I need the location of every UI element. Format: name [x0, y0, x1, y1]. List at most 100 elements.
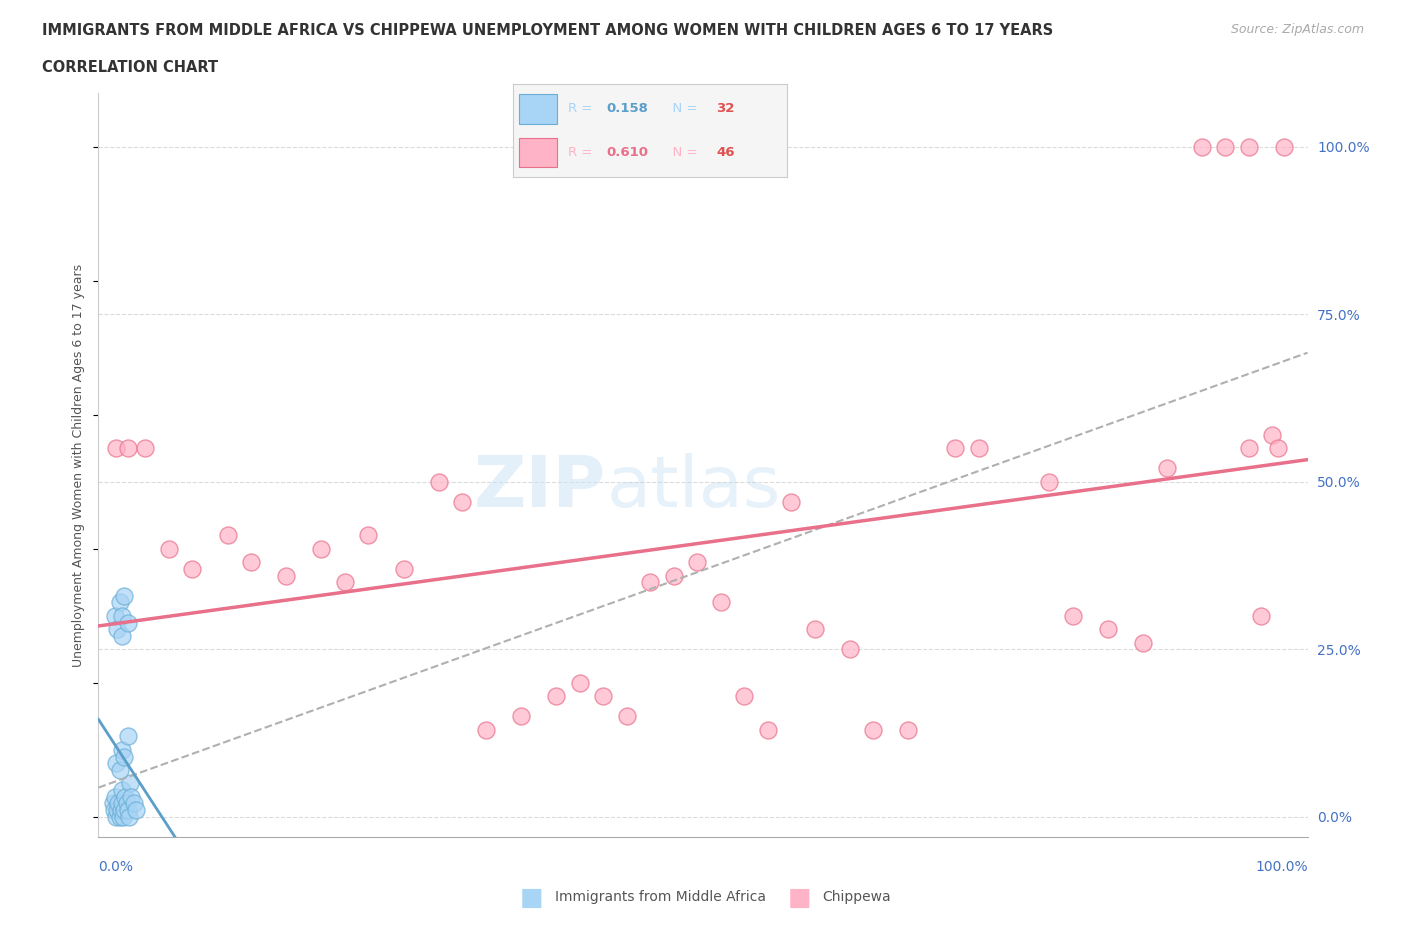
- Point: [134, 441, 156, 456]
- Point: [510, 709, 533, 724]
- Point: [475, 723, 498, 737]
- Point: [451, 495, 474, 510]
- Point: [967, 441, 990, 456]
- Point: [662, 568, 685, 583]
- Point: [105, 803, 128, 817]
- Point: [1261, 428, 1284, 443]
- Text: ZIP: ZIP: [474, 453, 606, 522]
- Point: [114, 790, 136, 804]
- Text: ■: ■: [520, 885, 544, 910]
- Text: ■: ■: [787, 885, 811, 910]
- Text: R =: R =: [568, 102, 596, 115]
- Point: [1097, 622, 1119, 637]
- Point: [105, 441, 128, 456]
- Point: [733, 689, 755, 704]
- Point: [108, 809, 131, 824]
- Point: [1191, 140, 1213, 154]
- Point: [1062, 608, 1084, 623]
- Text: 32: 32: [716, 102, 734, 115]
- Point: [1237, 140, 1260, 154]
- Point: [1038, 474, 1060, 489]
- Point: [276, 568, 298, 583]
- Point: [217, 528, 239, 543]
- Point: [616, 709, 638, 724]
- Text: CORRELATION CHART: CORRELATION CHART: [42, 60, 218, 75]
- Point: [427, 474, 450, 489]
- Text: Chippewa: Chippewa: [823, 890, 891, 905]
- Point: [117, 615, 139, 630]
- Point: [1132, 635, 1154, 650]
- Bar: [519, 94, 557, 124]
- Point: [897, 723, 920, 737]
- Point: [112, 809, 135, 824]
- Point: [392, 562, 415, 577]
- Text: 0.0%: 0.0%: [98, 860, 134, 874]
- Point: [311, 541, 333, 556]
- Point: [110, 803, 132, 817]
- Point: [111, 629, 134, 644]
- Point: [111, 783, 134, 798]
- Point: [117, 729, 139, 744]
- Point: [1156, 461, 1178, 476]
- Text: Source: ZipAtlas.com: Source: ZipAtlas.com: [1230, 23, 1364, 36]
- Point: [104, 608, 127, 623]
- Point: [105, 756, 128, 771]
- Point: [125, 803, 148, 817]
- Point: [122, 796, 145, 811]
- Point: [756, 723, 779, 737]
- Point: [546, 689, 568, 704]
- Point: [1237, 441, 1260, 456]
- Text: N =: N =: [664, 146, 702, 159]
- Point: [1250, 608, 1272, 623]
- Text: 0.610: 0.610: [606, 146, 648, 159]
- Point: [108, 763, 131, 777]
- Point: [115, 796, 138, 811]
- Point: [157, 541, 180, 556]
- Point: [181, 562, 204, 577]
- Point: [357, 528, 380, 543]
- Point: [107, 796, 129, 811]
- Point: [118, 809, 141, 824]
- Point: [101, 796, 124, 811]
- Point: [111, 742, 134, 757]
- Point: [108, 595, 131, 610]
- Point: [103, 803, 125, 817]
- Text: R =: R =: [568, 146, 596, 159]
- Point: [333, 575, 356, 590]
- Point: [111, 796, 134, 811]
- Point: [1272, 140, 1295, 154]
- Point: [112, 750, 135, 764]
- Text: 100.0%: 100.0%: [1256, 860, 1308, 874]
- Point: [120, 776, 142, 790]
- Text: N =: N =: [664, 102, 702, 115]
- Point: [838, 642, 860, 657]
- Text: 0.158: 0.158: [606, 102, 648, 115]
- Bar: [519, 138, 557, 167]
- Point: [568, 675, 591, 690]
- Text: IMMIGRANTS FROM MIDDLE AFRICA VS CHIPPEWA UNEMPLOYMENT AMONG WOMEN WITH CHILDREN: IMMIGRANTS FROM MIDDLE AFRICA VS CHIPPEW…: [42, 23, 1053, 38]
- Point: [120, 790, 142, 804]
- Point: [104, 790, 127, 804]
- Text: Immigrants from Middle Africa: Immigrants from Middle Africa: [555, 890, 766, 905]
- Point: [592, 689, 614, 704]
- Point: [638, 575, 661, 590]
- Point: [117, 441, 139, 456]
- Point: [240, 555, 263, 570]
- Y-axis label: Unemployment Among Women with Children Ages 6 to 17 years: Unemployment Among Women with Children A…: [72, 263, 86, 667]
- Point: [112, 803, 135, 817]
- Point: [710, 595, 733, 610]
- Point: [105, 809, 128, 824]
- Point: [111, 608, 134, 623]
- Point: [803, 622, 825, 637]
- Point: [117, 803, 139, 817]
- Point: [945, 441, 967, 456]
- Point: [780, 495, 803, 510]
- Text: 46: 46: [716, 146, 734, 159]
- Point: [686, 555, 709, 570]
- Text: atlas: atlas: [606, 453, 780, 522]
- Point: [112, 589, 135, 604]
- Point: [1267, 441, 1289, 456]
- Point: [1215, 140, 1237, 154]
- Point: [862, 723, 884, 737]
- Point: [105, 622, 128, 637]
